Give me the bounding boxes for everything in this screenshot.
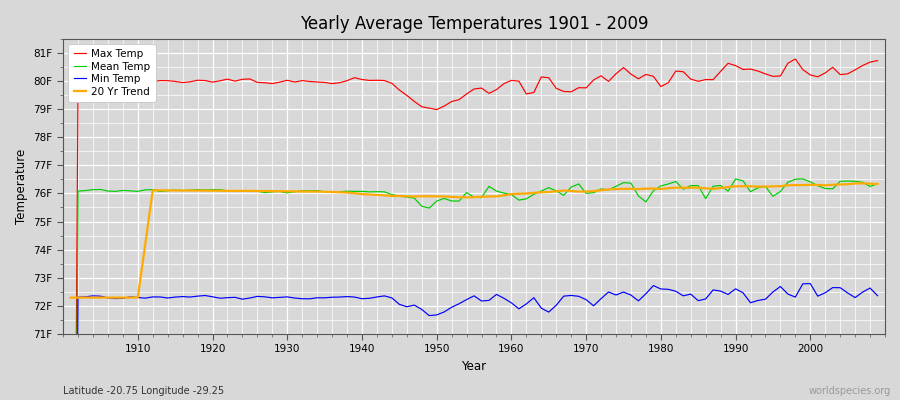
20 Yr Trend bbox=[596, 188, 607, 193]
Text: worldspecies.org: worldspecies.org bbox=[809, 386, 891, 396]
Max Temp bbox=[125, 79, 136, 84]
Min Temp bbox=[506, 300, 517, 305]
Mean Temp bbox=[797, 176, 808, 181]
Text: Latitude -20.75 Longitude -29.25: Latitude -20.75 Longitude -29.25 bbox=[63, 386, 224, 396]
Line: Max Temp: Max Temp bbox=[70, 59, 878, 400]
Mean Temp bbox=[499, 191, 509, 196]
Line: 20 Yr Trend: 20 Yr Trend bbox=[70, 183, 878, 298]
Max Temp bbox=[499, 81, 509, 86]
Mean Temp bbox=[872, 181, 883, 186]
X-axis label: Year: Year bbox=[462, 360, 487, 373]
Mean Temp bbox=[125, 188, 136, 193]
20 Yr Trend bbox=[289, 189, 300, 194]
Max Temp bbox=[790, 56, 801, 61]
Max Temp bbox=[506, 78, 517, 83]
20 Yr Trend bbox=[872, 182, 883, 186]
20 Yr Trend bbox=[65, 295, 76, 300]
Min Temp bbox=[499, 296, 509, 301]
Min Temp bbox=[805, 281, 815, 286]
Mean Temp bbox=[596, 186, 607, 191]
20 Yr Trend bbox=[334, 190, 345, 195]
20 Yr Trend bbox=[857, 181, 868, 186]
Max Temp bbox=[289, 80, 300, 84]
Line: Mean Temp: Mean Temp bbox=[70, 179, 878, 400]
20 Yr Trend bbox=[506, 192, 517, 196]
Min Temp bbox=[289, 296, 300, 300]
Mean Temp bbox=[289, 189, 300, 194]
Max Temp bbox=[334, 80, 345, 85]
Min Temp bbox=[334, 295, 345, 300]
Line: Min Temp: Min Temp bbox=[70, 284, 878, 400]
Min Temp bbox=[125, 294, 136, 299]
Mean Temp bbox=[334, 190, 345, 194]
Max Temp bbox=[872, 58, 883, 63]
20 Yr Trend bbox=[499, 193, 509, 198]
Min Temp bbox=[596, 296, 607, 301]
Max Temp bbox=[596, 74, 607, 78]
Y-axis label: Temperature: Temperature bbox=[15, 149, 28, 224]
Mean Temp bbox=[506, 192, 517, 197]
Title: Yearly Average Temperatures 1901 - 2009: Yearly Average Temperatures 1901 - 2009 bbox=[300, 15, 648, 33]
Min Temp bbox=[872, 293, 883, 298]
Legend: Max Temp, Mean Temp, Min Temp, 20 Yr Trend: Max Temp, Mean Temp, Min Temp, 20 Yr Tre… bbox=[68, 44, 156, 102]
20 Yr Trend bbox=[125, 295, 136, 300]
